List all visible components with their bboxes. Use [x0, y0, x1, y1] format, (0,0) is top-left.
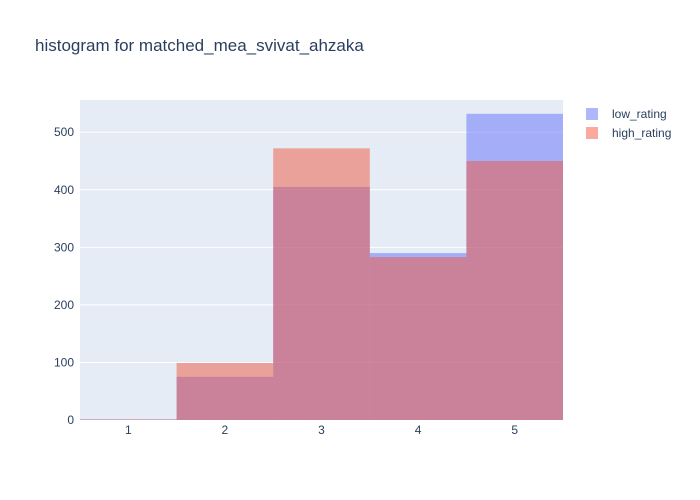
- bar-high_rating-1[interactable]: [80, 419, 177, 420]
- bar-high_rating-3[interactable]: [273, 148, 370, 420]
- y-tick-label: 500: [54, 125, 74, 139]
- legend-item-low_rating[interactable]: low_rating: [586, 107, 667, 121]
- bar-high_rating-4[interactable]: [369, 257, 467, 420]
- legend-swatch: [586, 108, 598, 120]
- bar-high_rating-5[interactable]: [466, 161, 563, 420]
- legend-label: low_rating: [612, 107, 667, 121]
- chart-title: histogram for matched_mea_svivat_ahzaka: [35, 36, 364, 55]
- x-tick-label: 4: [415, 423, 422, 437]
- y-tick-label: 300: [54, 240, 74, 254]
- x-tick-label: 5: [511, 423, 518, 437]
- x-axis-ticks: 1 2 3 4 5: [125, 423, 518, 437]
- y-tick-label: 200: [54, 298, 74, 312]
- y-tick-label: 100: [54, 355, 74, 369]
- y-tick-label: 400: [54, 183, 74, 197]
- bars: [80, 113, 563, 420]
- bar-high_rating-2[interactable]: [176, 363, 274, 420]
- x-tick-label: 3: [318, 423, 325, 437]
- legend-swatch: [586, 127, 598, 139]
- y-tick-label: 0: [67, 413, 74, 427]
- legend-item-high_rating[interactable]: high_rating: [586, 126, 671, 140]
- y-axis-ticks: 0 100 200 300 400 500: [54, 125, 74, 427]
- x-tick-label: 2: [222, 423, 229, 437]
- x-tick-label: 1: [125, 423, 132, 437]
- legend-label: high_rating: [612, 126, 671, 140]
- legend[interactable]: low_rating high_rating: [586, 107, 671, 140]
